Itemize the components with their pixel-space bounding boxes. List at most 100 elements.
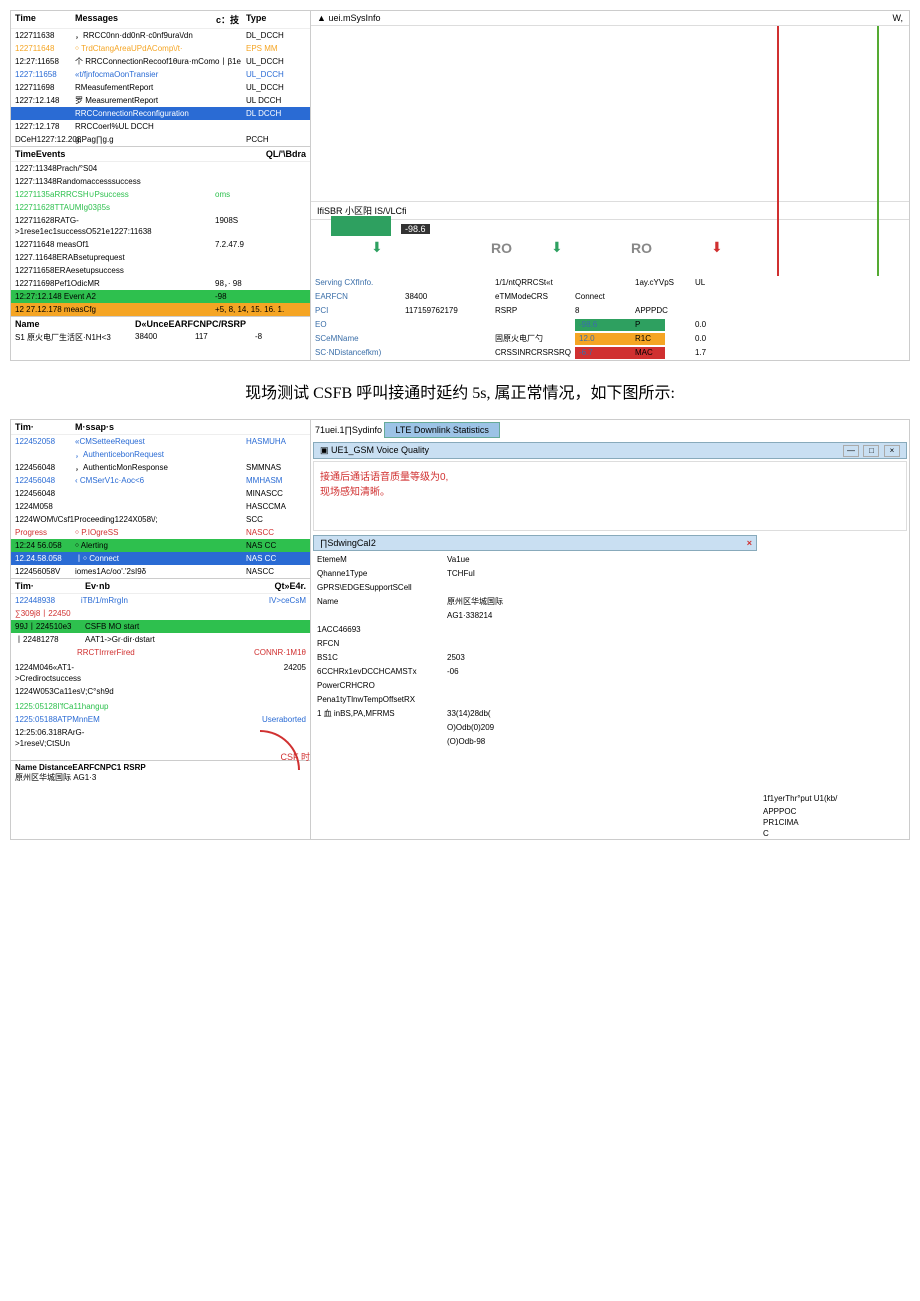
chart-area: IfiSBR 小区阳 IS/\/LCfi -98.6 RO RO ⬇ ⬇ ⬇ bbox=[311, 26, 909, 276]
event-row[interactable]: ∑309j8丨22450 bbox=[11, 607, 310, 620]
lte-tab[interactable]: LTE Downlink Statistics bbox=[384, 422, 499, 438]
message-row[interactable]: 122452058«CMSetteeRequestHASMUHA bbox=[11, 435, 310, 448]
vq-warn-2: 现场感知清晰。 bbox=[320, 483, 900, 498]
cell-rsrp: -8 bbox=[255, 332, 295, 343]
throughput-row: PR1CIMA bbox=[759, 817, 909, 828]
kv-row: (O)Odb-98 bbox=[311, 735, 759, 749]
event-row[interactable]: 122711698Pef1OdicMR98，· 98 bbox=[11, 277, 310, 290]
serving-row: Serving CXfInfo.1/1/ntQRRCSt«t1ay.cYVpSU… bbox=[311, 276, 909, 290]
serving-cell-title[interactable]: ∏SdwingCaI2 × bbox=[313, 535, 757, 551]
minimize-icon[interactable]: — bbox=[843, 445, 859, 457]
message-row[interactable]: 12:27:11658个 RRCConnectionRecoof1θura·mC… bbox=[11, 55, 310, 68]
kv-row: PowerCRHCRO bbox=[311, 679, 759, 693]
col-dist: D«UnceEARFCNPC/RSRP bbox=[135, 319, 295, 329]
message-row[interactable]: 122456058Viomes1Ac/oo'.'2sI9δNASCC bbox=[11, 565, 310, 578]
col-bdra: QL/'\Bdra bbox=[266, 149, 306, 159]
event-row[interactable]: 122711628TTAUMIg03β5s bbox=[11, 201, 310, 214]
bot-top-bar: 71uei.1∏Sydinfo LTE Downlink Statistics bbox=[311, 420, 909, 440]
event-row[interactable]: 1224W053Ca11es\/;C°sh9d bbox=[11, 685, 310, 698]
message-row[interactable]: 1227:12.178RRCCoerl%UL DCCH bbox=[11, 120, 310, 133]
message-row[interactable]: RRCConnectionReconfigurationDL DCCH bbox=[11, 107, 310, 120]
chart-marker-1 bbox=[777, 26, 779, 276]
bot-right-pane: 71uei.1∏Sydinfo LTE Downlink Statistics … bbox=[311, 420, 909, 839]
arrow-icon-3: ⬇ bbox=[711, 239, 723, 256]
kv-row: Name原州区华城国际 bbox=[311, 595, 759, 609]
serving-row: SC·NDistancefkm)CRSSINRCRSRSRQ-6.7MAC1.7 bbox=[311, 346, 909, 360]
chart-bar bbox=[331, 216, 391, 236]
kv-row: AG1·338214 bbox=[311, 609, 759, 623]
messages-header: Time Messages c：技 Type bbox=[11, 11, 310, 29]
message-row[interactable]: 1224M058HASCCMA bbox=[11, 500, 310, 513]
chart-marker-2 bbox=[877, 26, 879, 276]
arrow-icon-1: ⬇ bbox=[371, 239, 383, 256]
maximize-icon[interactable]: □ bbox=[863, 445, 879, 457]
top-right-pane: ▲ uei.mSysInfo W, IfiSBR 小区阳 IS/\/LCfi -… bbox=[311, 11, 909, 360]
event-row[interactable]: RRCTIrrrerFiredCONNR·1M1θ bbox=[11, 646, 310, 659]
col-timeevents: TimeEvents bbox=[15, 149, 266, 159]
event-row[interactable]: 丨22481278AAT1->Gr·dir·dstart bbox=[11, 633, 310, 646]
voice-quality-title[interactable]: ▣ UE1_GSM Voice Quality — □ × bbox=[313, 442, 907, 459]
top-left-pane: Time Messages c：技 Type 122711638，RRCC0nn… bbox=[11, 11, 311, 360]
message-row[interactable]: 1224WOM\/Csf1Proceeding1224X058\/;SCC bbox=[11, 513, 310, 526]
event-row[interactable]: 1227.11648ERABsetuprequest bbox=[11, 251, 310, 264]
event-row[interactable]: 122448938iTB/1/mRrgInIV>ceCsM bbox=[11, 594, 310, 607]
message-row[interactable]: 122456048‹ CMSerV1c·Aoc<6MMHASM bbox=[11, 474, 310, 487]
col-q: Qt»E4r. bbox=[274, 581, 306, 591]
event-row[interactable]: 12271135aRRRCSH∪Psuccessoms bbox=[11, 188, 310, 201]
event-row[interactable]: 1227:11348Prach/°S04 bbox=[11, 162, 310, 175]
col-type: Type bbox=[246, 13, 306, 26]
serving-row: EO-98.6P0.0 bbox=[311, 318, 909, 332]
message-row[interactable]: 12:24 56.058￮ AlertingNAS CC bbox=[11, 539, 310, 552]
col-msg: M·ssap·s bbox=[75, 422, 306, 432]
serving-block: Serving CXfInfo.1/1/ntQRRCSt«t1ay.cYVpSU… bbox=[311, 276, 909, 360]
kv-row: 1 血 inBS,PA,MFRMS33(14)28db( bbox=[311, 707, 759, 721]
csf-arrow: CSF 时 bbox=[11, 750, 310, 760]
bot-msg-header: Tim· M·ssap·s bbox=[11, 420, 310, 435]
up-icon[interactable]: ▲ bbox=[317, 13, 326, 23]
sysinfo-title: ▲ uei.mSysInfo W, bbox=[311, 11, 909, 26]
throughput-row: APPPOC bbox=[759, 806, 909, 817]
close-icon[interactable]: × bbox=[747, 538, 752, 548]
event-row[interactable]: 1225:05128I'fCa11hangup bbox=[11, 700, 310, 713]
event-row[interactable]: 12:27:12.148 Event A2-98 bbox=[11, 290, 310, 303]
event-row[interactable]: 1227:11348Randomaccesssuccess bbox=[11, 175, 310, 188]
message-row[interactable]: Progress￮ P.IOgreSSNASCC bbox=[11, 526, 310, 539]
event-row[interactable]: 122711628RATG->1rese1ec1successO521e1227… bbox=[11, 214, 310, 238]
events-header: TimeEvents QL/'\Bdra bbox=[11, 146, 310, 162]
kv-row: EtemeMVa1ue bbox=[311, 553, 759, 567]
event-row[interactable]: 1224M046«AT1->Crediroctsuccess24205 bbox=[11, 661, 310, 685]
kv-row: Pena1tyTlnwTempOffsetRX bbox=[311, 693, 759, 707]
chart-value: -98.6 bbox=[401, 224, 430, 234]
name-row: S1 原火电厂生活区·N1H<3 38400 117 -8 bbox=[11, 331, 310, 344]
message-row[interactable]: 1227:11658«t/fjnfocmaOonTransierUL_DCCH bbox=[11, 68, 310, 81]
close-icon[interactable]: × bbox=[884, 445, 900, 457]
message-row[interactable]: 12.24.58.058丨￮ ConnectNAS CC bbox=[11, 552, 310, 565]
event-row[interactable]: 122711658ERAesetupsuccess bbox=[11, 264, 310, 277]
message-row[interactable]: 122456048，AuthenticMonResponseSMMNAS bbox=[11, 461, 310, 474]
voice-quality-body: 接通后通话语音质量等级为0, 现场感知清晰。 bbox=[313, 461, 907, 531]
kv-row: 6CCHRx1evDCCHCAMSTx-06 bbox=[311, 665, 759, 679]
col-messages: Messages bbox=[75, 13, 216, 26]
ro-label-2: RO bbox=[631, 240, 652, 256]
bot-name-row: 原州区华城国际 AG1·3 bbox=[15, 772, 306, 783]
kv-row: Qhanne1TypeTCHFuI bbox=[311, 567, 759, 581]
bottom-screenshot: Tim· M·ssap·s 122452058«CMSetteeRequestH… bbox=[10, 419, 910, 840]
message-row[interactable]: 122711638，RRCC0nn·dd0nR·c0nf9ura\/dnDL_D… bbox=[11, 29, 310, 42]
name-header: Name D«UnceEARFCNPC/RSRP bbox=[11, 316, 310, 331]
message-row[interactable]: 1227:12.148罗 MeasurementReportUL DCCH bbox=[11, 94, 310, 107]
window-buttons[interactable]: — □ × bbox=[841, 445, 900, 457]
messages-list: 122711638，RRCC0nn·dd0nR·c0nf9ura\/dnDL_D… bbox=[11, 29, 310, 146]
message-row[interactable]: 122711698RMeasufementReportUL_DCCH bbox=[11, 81, 310, 94]
message-row[interactable]: ，AuthenticebonRequest bbox=[11, 448, 310, 461]
kv-row: RFCN bbox=[311, 637, 759, 651]
event-row[interactable]: 1225:05188ATPMnnEMUseraborted bbox=[11, 713, 310, 726]
event-row[interactable]: 122711648 measOf17.2.47.9 bbox=[11, 238, 310, 251]
message-row[interactable]: DCeH1227:12.208g,Pag∏g.gPCCH bbox=[11, 133, 310, 146]
kv-row: 1ACC46693 bbox=[311, 623, 759, 637]
bot-events-wrap: 122448938iTB/1/mRrgInIV>ceCsM∑309j8丨2245… bbox=[11, 594, 310, 760]
w-label: W, bbox=[893, 13, 904, 23]
event-row[interactable]: 99J丨224510e3CSFB MO start bbox=[11, 620, 310, 633]
event-row[interactable]: 12 27.12.178 measCfg+5, 8, 14, 15. 16. 1… bbox=[11, 303, 310, 316]
message-row[interactable]: 122456048MINASCC bbox=[11, 487, 310, 500]
message-row[interactable]: 122711648￮ TrdCtangAreaUPdAComp\/t·EPS M… bbox=[11, 42, 310, 55]
